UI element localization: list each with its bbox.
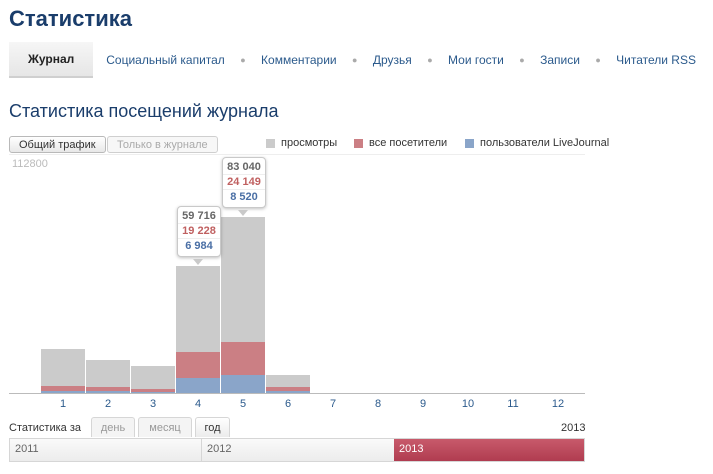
legend-views-label: просмотры (281, 137, 338, 149)
tab-social-capital[interactable]: Социальный капитал (106, 53, 225, 67)
timeline-year-2013-selected[interactable]: 2013 (394, 439, 584, 461)
bullet-separator-icon: ● (427, 55, 433, 65)
tooltip-arrow-icon (238, 210, 248, 217)
bar-visitors-month-1[interactable] (41, 386, 85, 393)
bar-lj-month-3[interactable] (131, 391, 175, 393)
legend-swatch-icon (266, 138, 275, 148)
current-year-label: 2013 (561, 422, 586, 434)
chart-top-border (9, 154, 585, 155)
legend-all-visitors: все посетители (354, 137, 447, 149)
bar-lj-month-1[interactable] (41, 390, 85, 393)
x-tick-label[interactable]: 4 (194, 398, 202, 410)
period-label: Статистика за (9, 422, 81, 434)
timeline-year-2011[interactable]: 2011 (10, 439, 202, 461)
x-tick-label[interactable]: 8 (374, 398, 382, 410)
period-day-button[interactable]: день (91, 417, 135, 437)
tab-friends[interactable]: Друзья (372, 53, 412, 67)
tooltip-month-5: 83 040 24 149 8 520 (222, 157, 266, 209)
page-title: Статистика (9, 6, 132, 31)
x-tick-label[interactable]: 11 (507, 398, 519, 410)
timeline-year-2012[interactable]: 2012 (207, 443, 232, 455)
bullet-separator-icon: ● (240, 55, 246, 65)
bar-lj-month-4[interactable] (176, 378, 220, 393)
bar-lj-month-6[interactable] (266, 390, 310, 393)
tab-bar: Журнал Социальный капитал ● Комментарии … (9, 42, 709, 78)
bullet-separator-icon: ● (352, 55, 358, 65)
period-month-button[interactable]: месяц (138, 417, 192, 437)
legend-views: просмотры (266, 137, 337, 149)
bar-lj-month-5[interactable] (221, 374, 265, 393)
legend-all-visitors-label: все посетители (369, 137, 448, 149)
section-title: Статистика посещений журнала (9, 101, 279, 121)
period-year-button[interactable]: год (195, 417, 230, 437)
x-tick-label[interactable]: 7 (329, 398, 337, 410)
bullet-separator-icon: ● (595, 55, 601, 65)
all-traffic-button[interactable]: Общий трафик (9, 136, 106, 153)
x-tick-label[interactable]: 10 (461, 398, 475, 410)
y-max-label: 112800 (12, 158, 48, 170)
tab-rss-readers[interactable]: Читатели RSS (616, 53, 696, 67)
bar-views-month-1[interactable] (41, 348, 85, 393)
legend-swatch-icon (354, 138, 363, 148)
legend-lj-users: пользователи LiveJournal (465, 137, 609, 149)
x-tick-label[interactable]: 2 (104, 398, 112, 410)
tooltip-lj: 6 984 (185, 240, 213, 253)
tooltip-month-4: 59 716 19 228 6 984 (177, 206, 221, 258)
tab-my-guests[interactable]: Мои гости (448, 53, 504, 67)
x-tick-label[interactable]: 1 (59, 398, 67, 410)
legend-swatch-icon (465, 138, 474, 148)
bar-lj-month-2[interactable] (86, 391, 130, 393)
bar-visitors-month-2[interactable] (86, 387, 130, 393)
tab-journal[interactable]: Журнал (9, 42, 94, 78)
year-timeline[interactable]: 2011 2012 2013 (9, 438, 585, 462)
x-tick-label[interactable]: 3 (149, 398, 157, 410)
tab-comments[interactable]: Комментарии (261, 53, 337, 67)
tooltip-visitors: 24 149 (223, 175, 265, 191)
bar-views-month-3[interactable] (131, 366, 175, 393)
x-axis-line (9, 393, 585, 394)
x-tick-label[interactable]: 12 (551, 398, 565, 410)
bar-visitors-month-6[interactable] (266, 386, 310, 393)
bullet-separator-icon: ● (519, 55, 525, 65)
legend-lj-users-label: пользователи LiveJournal (480, 137, 610, 149)
tooltip-views: 59 716 (178, 209, 220, 225)
journal-only-button[interactable]: Только в журнале (107, 136, 218, 153)
x-tick-label[interactable]: 9 (419, 398, 427, 410)
tooltip-views: 83 040 (223, 160, 265, 176)
tooltip-visitors: 19 228 (178, 224, 220, 240)
x-tick-label[interactable]: 6 (284, 398, 292, 410)
bar-visitors-month-3[interactable] (131, 389, 175, 393)
tooltip-arrow-icon (193, 259, 203, 266)
x-tick-label[interactable]: 5 (239, 398, 247, 410)
tooltip-lj: 8 520 (230, 191, 258, 204)
tab-entries[interactable]: Записи (540, 53, 580, 67)
